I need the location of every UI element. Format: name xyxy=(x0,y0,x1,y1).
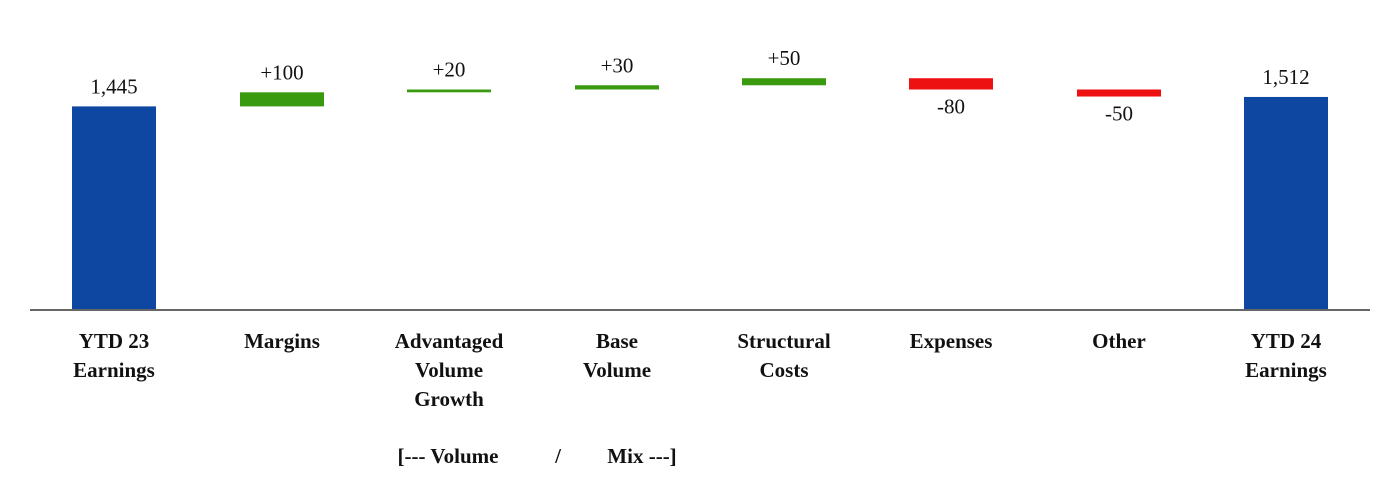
value-label-1: +100 xyxy=(260,60,303,84)
bar-decrease-6 xyxy=(1077,89,1161,97)
bar-increase-3 xyxy=(575,85,659,90)
value-label-7: 1,512 xyxy=(1262,65,1309,89)
category-label-0: YTD 23 Earnings xyxy=(73,329,155,382)
value-labels-group: 1,445 +100 +20 +30 +50 -80 -50 1,512 xyxy=(90,46,1309,125)
value-label-5: -80 xyxy=(937,94,965,118)
bar-decrease-5 xyxy=(909,78,993,90)
bars-group xyxy=(72,78,1328,310)
value-label-3: +30 xyxy=(601,53,634,77)
bar-total-7 xyxy=(1244,96,1328,310)
annotation-separator: / xyxy=(554,444,562,468)
bar-increase-2 xyxy=(407,89,491,93)
bar-increase-4 xyxy=(742,78,826,86)
bar-total-0 xyxy=(72,106,156,310)
value-label-0: 1,445 xyxy=(90,74,137,98)
category-label-2: Advantaged Volume Growth xyxy=(395,329,504,411)
value-label-4: +50 xyxy=(768,46,801,70)
category-label-1: Margins xyxy=(244,329,320,353)
volume-mix-annotation: [--- Volume / Mix ---] xyxy=(398,444,677,468)
category-label-7: YTD 24 Earnings xyxy=(1245,329,1327,382)
category-label-4: Structural Costs xyxy=(737,329,830,382)
category-label-5: Expenses xyxy=(910,329,993,353)
annotation-volume: [--- Volume xyxy=(398,444,499,468)
value-label-6: -50 xyxy=(1105,102,1133,126)
category-label-6: Other xyxy=(1092,329,1146,353)
bar-increase-1 xyxy=(240,92,324,107)
annotation-mix: Mix ---] xyxy=(607,444,676,468)
category-labels-group: YTD 23 Earnings Margins Advantaged Volume Gro… xyxy=(73,329,1327,411)
value-label-2: +20 xyxy=(433,57,466,81)
category-label-3: Base Volume xyxy=(583,329,651,382)
